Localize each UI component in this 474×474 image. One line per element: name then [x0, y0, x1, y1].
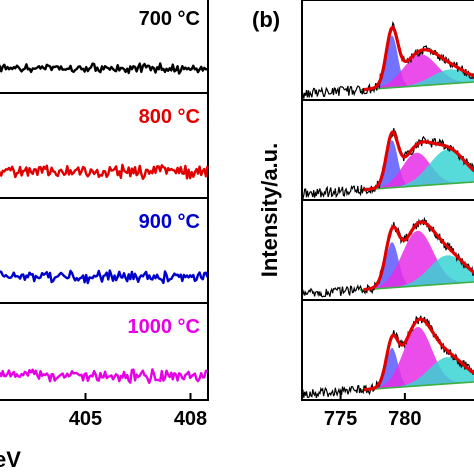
temperature-label-1: 700 °C	[139, 8, 200, 30]
panel-b-y-axis-label: Intensity/a.u.	[257, 143, 282, 277]
envelope-fit-line-4	[363, 317, 474, 392]
envelope-fit-line-2	[363, 130, 474, 192]
fit-component-peak-4-3	[359, 357, 474, 390]
fit-component-peak-4-2	[359, 327, 474, 390]
panel-b-spectra: 775 780 (b) Intensity/a.u.	[252, 0, 474, 430]
panel-a-xtick-label-1: 405	[69, 408, 102, 430]
fit-baseline-4	[359, 381, 474, 391]
fit-baseline-1	[359, 81, 474, 91]
spectrum-line-2	[0, 163, 209, 181]
spectrum-line-1	[0, 62, 208, 75]
fit-component-peak-4-1	[359, 347, 474, 390]
panel-a-x-axis-label: eV	[0, 447, 21, 472]
temperature-label-2: 800 °C	[139, 106, 200, 128]
fit-component-peak-2-3	[359, 149, 474, 190]
panel-b-frame-4	[301, 299, 474, 401]
envelope-fit-line-3	[363, 220, 474, 292]
panel-b-label: (b)	[252, 7, 280, 32]
fit-baseline-2	[359, 181, 474, 191]
fit-component-peak-1-3	[359, 69, 474, 90]
fit-component-peak-3-1	[359, 242, 474, 290]
panel-b-xtick-label-1: 775	[324, 408, 357, 430]
temperature-label-3: 900 °C	[139, 211, 200, 233]
panel-b-xtick-label-2: 780	[388, 408, 421, 430]
panel-a-frame-4	[0, 302, 209, 401]
temperature-label-4: 1000 °C	[128, 316, 201, 338]
envelope-fit-line-1	[363, 25, 474, 92]
spectrum-line-3	[0, 269, 209, 285]
panel-a-xtick-label-2: 408	[174, 408, 207, 430]
fit-baseline-3	[359, 281, 474, 291]
fit-component-peak-2-1	[359, 140, 474, 190]
fit-component-peak-3-3	[359, 255, 474, 290]
fit-component-peak-1-1	[359, 35, 474, 90]
spectrum-line-4	[0, 368, 208, 384]
panel-a-spectra: 700 °C 800 °C 900 °C 1000 °C 405 408 eV	[0, 0, 209, 472]
